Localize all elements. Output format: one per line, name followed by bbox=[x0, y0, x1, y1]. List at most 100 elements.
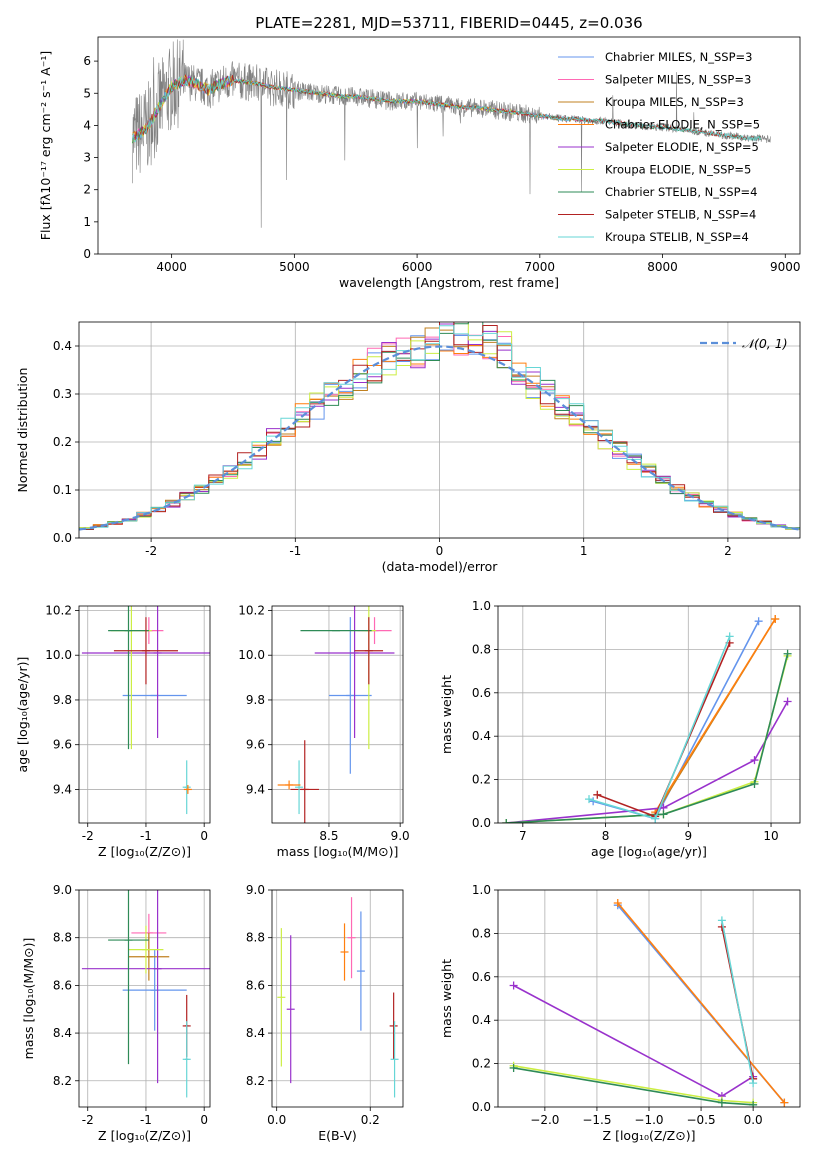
axes-frame bbox=[78, 605, 211, 824]
weight-marker bbox=[502, 819, 511, 823]
y-tick-label: 8.2 bbox=[53, 1074, 72, 1088]
x-tick-label: -2 bbox=[82, 829, 94, 843]
weight-marker bbox=[593, 790, 602, 799]
errorbar-point bbox=[290, 740, 319, 823]
legend-label: Salpeter ELODIE, N_SSP=5 bbox=[605, 140, 759, 154]
chart-residuals: -2 -1 0 1 2 0.0 0.1 0.2 0.3 0.4 (data-model)/error… bbox=[15, 321, 801, 574]
x-tick-label: 2 bbox=[724, 544, 732, 558]
y-tick-label: 10.0 bbox=[238, 648, 265, 662]
y-tick-label: 6 bbox=[83, 54, 91, 68]
weight-marker bbox=[725, 632, 734, 641]
axes-frame bbox=[271, 889, 404, 1108]
errorbar-point bbox=[314, 606, 395, 738]
y-tick-label: 0.4 bbox=[472, 1013, 491, 1027]
y-tick-label: 0.2 bbox=[472, 1057, 491, 1071]
x-axis-label: mass [log₁₀(M/M⊙)] bbox=[277, 844, 399, 859]
x-tick-label: 9000 bbox=[770, 260, 801, 274]
errorbar-point bbox=[122, 949, 187, 1031]
chart-age_vs_Z: -2 -1 0 9.4 9.6 9.8 10.0 10.2 Z [log₁₀(Z/Z⊙)] age… bbox=[15, 603, 211, 859]
chart-massweight_vs_age: 7 8 9 10 0.0 0.2 0.4 0.6 0.8 1.0 age [log₁₀(age/yr… bbox=[439, 599, 801, 859]
errorbar-point bbox=[354, 617, 384, 685]
y-axis-label: mass weight bbox=[439, 675, 454, 754]
y-tick-label: 8.8 bbox=[246, 931, 265, 945]
errorbar-point bbox=[340, 923, 349, 981]
x-axis-label: Z [log₁₀(Z/Z⊙)] bbox=[98, 1128, 191, 1143]
legend-label: 𝒩(0, 1) bbox=[742, 336, 788, 351]
x-tick-label: 8 bbox=[602, 829, 610, 843]
y-tick-label: 0.4 bbox=[53, 339, 72, 353]
errorbar-point bbox=[286, 935, 295, 1084]
legend-label: Salpeter MILES, N_SSP=3 bbox=[605, 73, 751, 87]
legend-label: Chabrier ELODIE, N_SSP=5 bbox=[605, 118, 760, 132]
errorbar-point bbox=[356, 911, 365, 1031]
errorbar-point bbox=[277, 780, 301, 790]
x-tick-label: -1 bbox=[289, 544, 301, 558]
x-axis-label: Z [log₁₀(Z/Z⊙)] bbox=[98, 844, 191, 859]
weight-marker bbox=[749, 1079, 758, 1088]
errorbar-point bbox=[183, 784, 192, 794]
y-tick-label: 9.4 bbox=[53, 782, 72, 796]
weight-marker bbox=[651, 814, 660, 823]
y-tick-label: 9.8 bbox=[53, 693, 72, 707]
x-tick-label: 7 bbox=[519, 829, 527, 843]
y-tick-label: 0.0 bbox=[472, 1100, 491, 1114]
y-tick-label: 0.0 bbox=[53, 531, 72, 545]
x-tick-label: 6000 bbox=[402, 260, 433, 274]
x-axis-label: Z [log₁₀(Z/Z⊙)] bbox=[603, 1128, 696, 1143]
x-tick-label: 0 bbox=[200, 829, 208, 843]
weight-marker bbox=[771, 615, 780, 624]
y-tick-label: 9.0 bbox=[246, 883, 265, 897]
x-tick-label: 10 bbox=[763, 829, 778, 843]
legend-label: Chabrier STELIB, N_SSP=4 bbox=[605, 185, 757, 199]
axes-frame bbox=[497, 889, 801, 1108]
weight-line bbox=[513, 1065, 754, 1104]
weight-marker bbox=[783, 649, 792, 658]
errorbar-point bbox=[108, 890, 149, 1065]
x-tick-label: 9.0 bbox=[391, 829, 410, 843]
weight-marker bbox=[717, 1098, 726, 1107]
x-tick-label: −2.0 bbox=[530, 1113, 559, 1127]
errorbar-point bbox=[81, 606, 210, 738]
chart-mass_vs_EBV: 0.0 0.2 8.2 8.4 8.6 8.8 9.0 E(B-V) bbox=[246, 883, 404, 1143]
x-axis-label: (data-model)/error bbox=[382, 559, 499, 574]
errorbar-point bbox=[277, 928, 286, 1067]
weight-marker bbox=[585, 795, 594, 804]
weight-line bbox=[506, 653, 789, 823]
weight-marker bbox=[717, 916, 726, 925]
y-tick-label: 0 bbox=[83, 247, 91, 261]
errorbar-point bbox=[128, 925, 164, 974]
axes-frame bbox=[97, 36, 801, 255]
y-tick-label: 4 bbox=[83, 118, 91, 132]
weight-marker bbox=[613, 899, 622, 908]
y-tick-label: 8.4 bbox=[53, 1026, 72, 1040]
y-tick-label: 1.0 bbox=[472, 599, 491, 613]
plot-area bbox=[132, 39, 771, 228]
x-tick-label: -1 bbox=[140, 829, 152, 843]
x-tick-label: 0 bbox=[436, 544, 444, 558]
y-tick-label: 9.6 bbox=[53, 738, 72, 752]
y-tick-label: 2 bbox=[83, 183, 91, 197]
errorbar-point bbox=[182, 1021, 191, 1098]
weight-marker bbox=[659, 810, 668, 819]
y-tick-label: 8.6 bbox=[53, 978, 72, 992]
x-tick-label: -1 bbox=[140, 1113, 152, 1127]
chart-title: PLATE=2281, MJD=53711, FIBERID=0445, z=0… bbox=[255, 14, 642, 32]
errorbar-point bbox=[390, 1021, 399, 1098]
y-tick-label: 5 bbox=[83, 86, 91, 100]
weight-line bbox=[506, 655, 789, 823]
y-tick-label: 0.4 bbox=[472, 729, 491, 743]
x-tick-label: 0 bbox=[200, 1113, 208, 1127]
weight-line bbox=[654, 618, 776, 813]
x-tick-label: 0.0 bbox=[744, 1113, 763, 1127]
x-tick-label: -2 bbox=[82, 1113, 94, 1127]
chart-spectrum: 4000 5000 6000 7000 8000 9000 0 1 2 3 4 5 6 PLATE=228… bbox=[38, 14, 801, 290]
y-tick-label: 8.4 bbox=[246, 1026, 265, 1040]
spectrum-model-line bbox=[132, 75, 762, 143]
x-tick-label: −1.5 bbox=[582, 1113, 611, 1127]
y-tick-label: 0.8 bbox=[472, 926, 491, 940]
legend-label: Salpeter STELIB, N_SSP=4 bbox=[605, 208, 756, 222]
x-axis-label: E(B-V) bbox=[318, 1128, 357, 1143]
y-tick-label: 0.6 bbox=[472, 970, 491, 984]
y-axis-label: mass weight bbox=[439, 959, 454, 1038]
